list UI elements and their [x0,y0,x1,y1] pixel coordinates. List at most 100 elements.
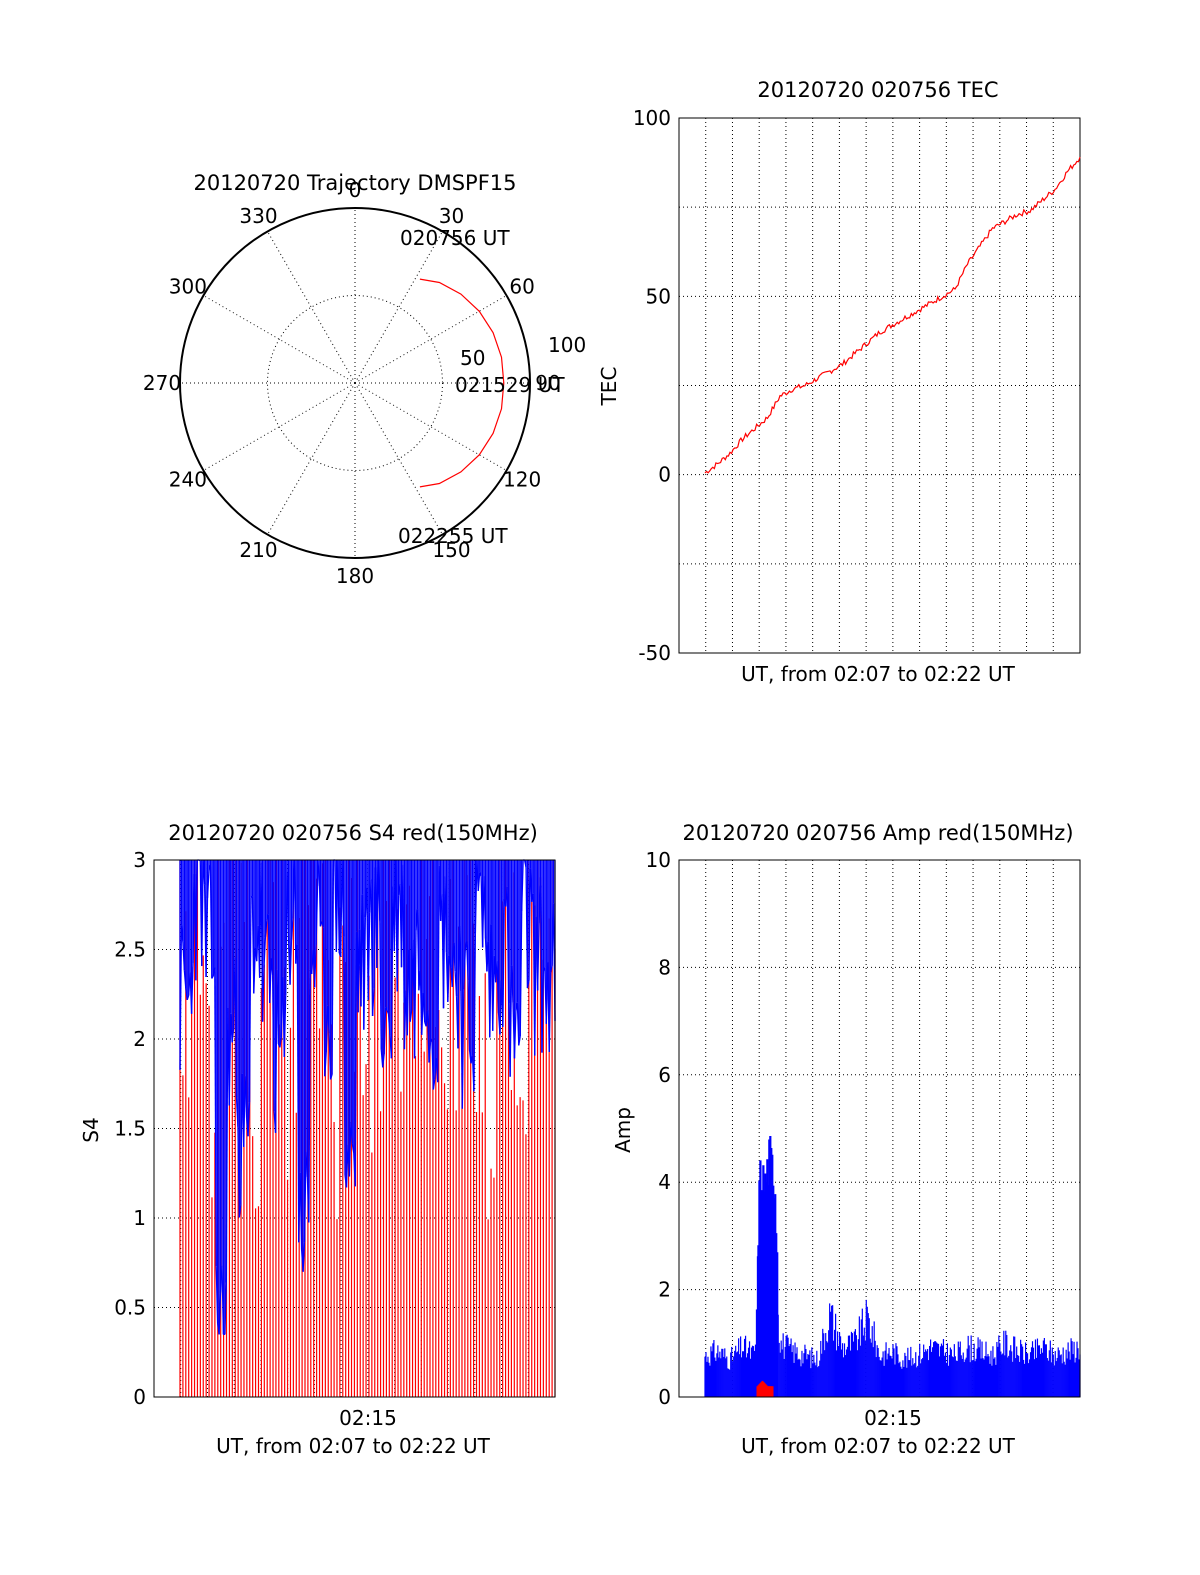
tec-ytick-1: 50 [646,284,671,308]
amp-ytick-2: 6 [658,1063,671,1087]
polar-spoke-210 [267,382,356,535]
s4-blue-segment [315,885,319,945]
amp-xtick-0215: 02:15 [864,1406,922,1430]
s4-blue-segment [211,975,214,979]
s4-blue-segment [528,868,532,981]
amp-plot-frame [678,859,1081,1398]
amp-ytick-1: 8 [658,955,671,979]
s4-blue-segment [264,919,268,937]
s4-xtick-0215: 02:15 [339,1406,397,1430]
s4-blue-segment [190,963,194,1014]
s4-ytick-5: 0.5 [114,1296,146,1320]
tec-ytick-0: 100 [633,106,671,130]
s4-blue-segment [302,1242,306,1272]
s4-blue-segment [513,1010,517,1059]
amp-panel: 20120720 020756 Amp red(150MHz) 1086420 … [611,821,1081,1458]
s4-blue-segment [324,1052,327,1077]
polar-angle-label-60: 60 [509,275,534,299]
polar-angle-label-90: 90 [535,371,560,395]
s4-blue-segment [261,967,265,1022]
polar-spoke-330 [267,231,356,384]
amp-ytick-0: 10 [646,848,671,872]
amp-title: 20120720 020756 Amp red(150MHz) [682,821,1073,845]
amp-ytick-5: 0 [658,1385,671,1409]
s4-blue-segment [354,931,358,1187]
s4-blue-segment [502,899,505,1027]
s4-ytick-1: 2.5 [114,938,146,962]
amp-xlabel: UT, from 02:07 to 02:22 UT [741,1434,1016,1458]
s4-blue-segment [457,926,461,1049]
amp-ylabel: Amp [611,1107,635,1153]
amp-red-series [756,1380,774,1397]
s4-ytick-0: 3 [133,848,146,872]
s4-blue-segment [243,1076,246,1147]
s4-blue-segment [279,1036,282,1048]
s4-blue-segment [228,1013,232,1106]
polar-angle-label-180: 180 [336,564,374,588]
polar-angle-label-150: 150 [432,538,470,562]
s4-blue-segment [519,911,523,1037]
polar-angle-label-270: 270 [143,371,181,395]
trajectory-line [419,278,505,488]
s4-panel: 20120720 020756 S4 red(150MHz) 3 2.5 2 1.5 1… [79,821,556,1458]
amp-ytick-3: 4 [658,1170,671,1194]
tec-ytick-2: 0 [658,463,671,487]
s4-blue-segment [240,1073,243,1205]
s4-y-ticks: 3 2.5 2 1.5 1 0.5 0 [114,848,146,1409]
s4-blue-segment [409,1010,413,1022]
s4-blue-segment [289,939,293,985]
s4-blue-segment [463,950,466,990]
s4-blue-segment [521,859,524,912]
annotation-start-time: 020756 UT [400,226,510,250]
amp-grid [679,860,1080,1397]
s4-blue-segment [413,930,417,1059]
annotation-mid-time: 021529 UT [455,373,565,397]
s4-blue-segment [428,1041,432,1063]
s4-blue-segment [201,859,204,967]
tec-title: 20120720 020756 TEC [757,78,998,102]
polar-ring-50 [267,295,443,471]
s4-blue-segment [274,969,278,1133]
s4-blue-segment [253,947,256,994]
amp-blue-series [704,1136,1081,1397]
s4-blue-segment [396,895,400,992]
s4-blue-segment [247,1102,251,1137]
tec-panel: 20120720 020756 TEC 100 50 0 -50 TEC UT, fr… [597,78,1081,686]
polar-spoke-150 [354,382,443,535]
s4-blue-segment [224,1282,227,1335]
s4-blue-segment [492,955,495,1031]
s4-blue-segment [473,933,477,1092]
polar-panel: 20120720 Trajectory DMSPF15 0 30 60 90 120 15… [143,171,586,588]
polar-r-tick-100: 100 [548,333,586,357]
tec-ytick-3: -50 [638,641,671,665]
polar-grid [179,207,531,559]
s4-ytick-2: 2 [133,1027,146,1051]
s4-blue-segment [329,1074,333,1080]
polar-angle-label-240: 240 [169,468,207,492]
s4-blue-segment [238,1204,242,1218]
s4-blue-segment [376,859,380,968]
s4-blue-segment [518,1035,521,1046]
tec-y-ticks: 100 50 0 -50 [633,106,671,665]
s4-blue-segment [269,958,272,1003]
polar-angle-label-330: 330 [239,204,277,228]
s4-blue-segment [218,1292,222,1335]
s4-blue-segment [461,989,465,1109]
s4-blue-segment [303,1151,307,1243]
s4-blue-segment [231,1028,235,1043]
annotation-end-time: 022255 UT [398,524,508,548]
s4-blue-segment [509,965,513,1077]
s4-plot-frame [153,859,556,1398]
s4-blue-segment [195,859,199,981]
s4-blue-segment [290,918,294,940]
amp-y-ticks: 10 8 6 4 2 0 [646,848,671,1409]
s4-title: 20120720 020756 S4 red(150MHz) [168,821,538,845]
s4-blue-segment [206,870,210,899]
s4-blue-segment [534,916,537,1056]
s4-blue-segment [383,1007,387,1055]
s4-blue-segment [447,955,450,1002]
s4-blue-segment [550,965,553,973]
s4-blue-segment [477,872,481,891]
tec-series-line [704,156,1081,474]
